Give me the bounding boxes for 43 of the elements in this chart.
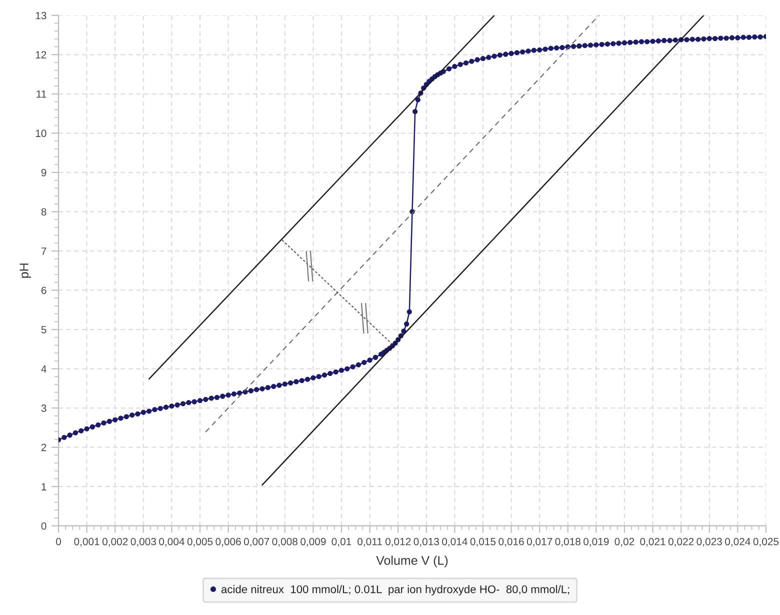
x-tick-label: 0,01 [332, 538, 352, 547]
y-tick-label: 12 [36, 51, 46, 58]
y-tick-label: 11 [36, 90, 46, 98]
y-tick-label: 2 [41, 444, 46, 452]
y-tick-label: 8 [41, 208, 46, 216]
y-tick-label: 3 [41, 404, 46, 412]
x-axis-title: Volume V (L) [376, 556, 448, 568]
x-tick-label: 0,018 [555, 538, 580, 547]
x-tick-label: 0,024 [725, 538, 750, 547]
y-tick-label: 9 [41, 168, 46, 176]
x-tick-label: 0,022 [668, 538, 694, 547]
x-tick-label: 0,007 [244, 538, 270, 547]
x-tick-label: 0,017 [526, 538, 552, 547]
x-tick-label: 0,005 [187, 538, 213, 547]
x-tick-label: 0,003 [130, 538, 156, 547]
x-tick-label: 0 [56, 538, 61, 546]
legend-label: acide nitreux 100 mmol/L; 0.01L par ion hydroxyde HO- 80,0 mmol/L; [221, 585, 570, 596]
x-tick-label: 0,002 [102, 538, 128, 547]
y-tick-label: 7 [41, 248, 46, 255]
x-tick-label: 0,025 [753, 538, 779, 547]
x-tick-label: 0,012 [385, 538, 411, 547]
x-tick-label: 0,009 [300, 538, 326, 547]
y-tick-label: 1 [42, 483, 46, 490]
x-tick-label: 0,019 [584, 538, 609, 547]
y-tick-label: 13 [36, 12, 46, 20]
y-tick-label: 0 [41, 522, 46, 530]
x-tick-label: 0,008 [272, 538, 298, 547]
x-tick-label: 0,011 [358, 538, 382, 547]
x-tick-label: 0,013 [414, 538, 439, 547]
x-tick-label: 0,001 [74, 538, 100, 547]
y-axis-title: pH [20, 264, 31, 278]
x-tick-label: 0,023 [696, 538, 722, 547]
x-tick-label: 0,006 [216, 538, 241, 547]
x-tick-label: 0,016 [498, 538, 524, 547]
x-tick-label: 0,021 [640, 538, 666, 547]
x-tick-label: 0,015 [470, 538, 496, 547]
x-tick-label: 0,004 [159, 538, 184, 547]
y-tick-label: 4 [41, 365, 46, 373]
y-tick-label: 5 [41, 326, 46, 334]
x-tick-label: 0,02 [614, 538, 634, 547]
y-tick-label: 10 [36, 130, 46, 138]
y-tick-label: 6 [41, 286, 46, 294]
x-tick-label: 0,014 [442, 538, 468, 547]
